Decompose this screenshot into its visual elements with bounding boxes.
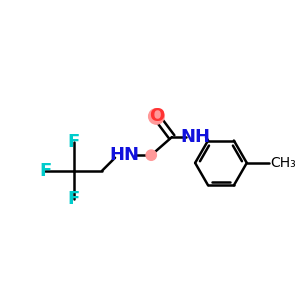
Circle shape	[146, 150, 156, 160]
Text: O: O	[149, 107, 164, 125]
Circle shape	[148, 109, 164, 124]
Text: CH₃: CH₃	[270, 156, 296, 170]
Text: F: F	[68, 133, 80, 151]
Text: HN: HN	[109, 146, 139, 164]
Text: F: F	[39, 162, 51, 180]
Text: NH: NH	[180, 128, 210, 146]
Text: F: F	[68, 190, 80, 208]
